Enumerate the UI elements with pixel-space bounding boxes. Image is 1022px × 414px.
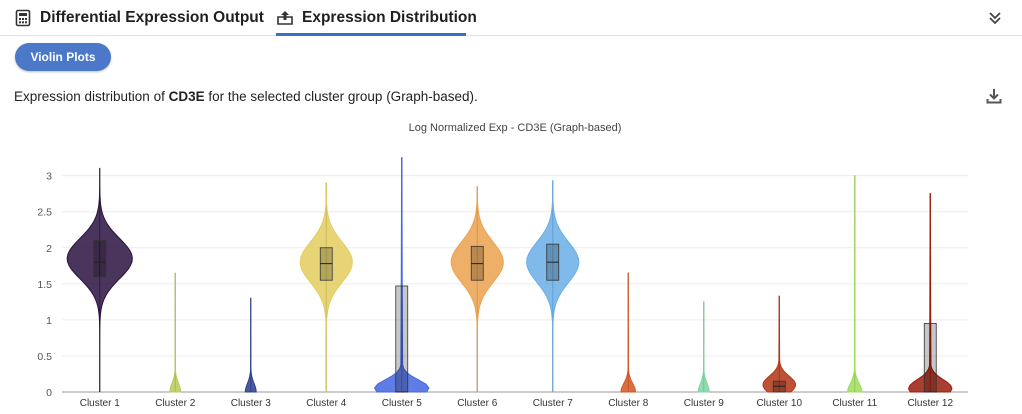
gene-name: CD3E (168, 89, 205, 104)
tab-expression-distribution[interactable]: Expression Distribution (276, 0, 477, 36)
violin-7 (526, 180, 580, 392)
y-tick-label: 1.5 (37, 279, 52, 291)
x-tick-label: Cluster 6 (457, 398, 497, 409)
violin-body (373, 157, 430, 393)
violin-box (93, 240, 107, 278)
x-tick-label: Cluster 2 (155, 398, 195, 409)
violin-9 (697, 301, 710, 393)
violin-1 (66, 167, 133, 392)
violin-2 (169, 272, 182, 393)
x-tick-label: Cluster 8 (608, 398, 648, 409)
tab-label: Differential Expression Output (40, 9, 264, 26)
violin-3 (244, 297, 257, 393)
x-tick-label: Cluster 10 (756, 398, 802, 409)
x-tick-label: Cluster 4 (306, 398, 346, 409)
x-tick-label: Cluster 9 (684, 398, 724, 409)
violin-body (762, 295, 796, 393)
x-tick-label: Cluster 3 (231, 398, 271, 409)
violin-box (923, 323, 937, 393)
distribution-icon (276, 9, 294, 27)
description-prefix: Expression distribution of (14, 89, 169, 104)
tab-bar: Differential Expression Output Expressio… (0, 0, 1022, 36)
violin-body (450, 185, 504, 392)
violin-body (244, 297, 257, 393)
violin-body (907, 193, 953, 393)
tab-differential-expression-output[interactable]: Differential Expression Output (14, 0, 264, 36)
active-tab-indicator (276, 33, 466, 36)
x-tick-label: Cluster 1 (80, 398, 120, 409)
violin-6 (450, 185, 504, 392)
violin-body (620, 272, 637, 393)
y-tick-label: 3 (46, 171, 52, 183)
x-tick-label: Cluster 12 (907, 398, 953, 409)
violin-body (526, 180, 580, 392)
violin-8 (620, 272, 637, 393)
violin-body (299, 182, 353, 392)
violin-4 (299, 182, 353, 392)
violin-11 (846, 175, 863, 393)
y-tick-label: 1 (46, 315, 52, 327)
y-tick-label: 0 (46, 387, 52, 399)
violin-body (697, 301, 710, 393)
calculator-icon (14, 9, 32, 27)
violin-body (66, 167, 133, 392)
collapse-chevron-icon[interactable] (986, 9, 1004, 27)
violin-plots-button[interactable]: Violin Plots (15, 43, 111, 71)
y-tick-label: 2.5 (37, 207, 52, 219)
tab-label: Expression Distribution (302, 9, 477, 26)
description-text: Expression distribution of CD3E for the … (14, 89, 478, 104)
description-suffix: for the selected cluster group (Graph-ba… (204, 89, 478, 104)
chart-title: Log Normalized Exp - CD3E (Graph-based) (409, 122, 622, 134)
y-tick-label: 0.5 (37, 351, 52, 363)
violin-10 (762, 295, 796, 393)
violin-body (169, 272, 182, 393)
download-icon[interactable] (986, 88, 1002, 104)
y-tick-label: 2 (46, 243, 52, 255)
violin-box (395, 285, 409, 393)
x-tick-label: Cluster 5 (382, 398, 422, 409)
violin-body (846, 175, 863, 393)
violin-5 (373, 157, 430, 393)
violin-chart: Log Normalized Exp - CD3E (Graph-based) 0… (37, 122, 968, 409)
x-tick-label: Cluster 11 (832, 398, 877, 409)
x-tick-label: Cluster 7 (533, 398, 573, 409)
violin-12 (907, 193, 953, 393)
